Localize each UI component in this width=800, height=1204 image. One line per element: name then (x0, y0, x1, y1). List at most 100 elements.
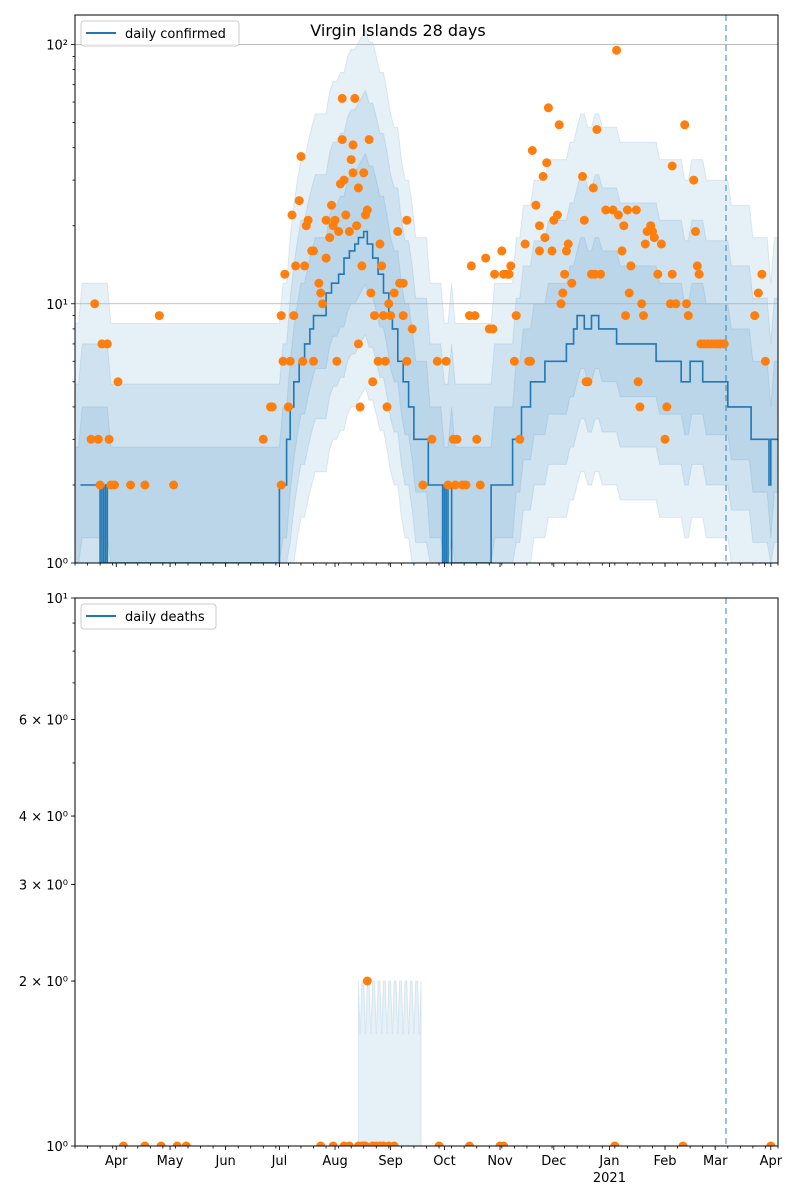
daily-confirmed-point (497, 246, 507, 256)
daily-confirmed-point (656, 239, 666, 249)
confirmed-line-layer (80, 230, 778, 563)
daily-confirmed-point (294, 196, 304, 206)
x-tick-label: Feb (654, 1154, 677, 1169)
daily-confirmed-point (366, 288, 376, 298)
daily-deaths-point (328, 1141, 338, 1146)
deaths-percentile-bands (357, 980, 422, 1146)
daily-confirmed-point (300, 261, 310, 271)
daily-confirmed-point (337, 135, 347, 145)
daily-confirmed-point (126, 480, 136, 490)
y-tick-label: 6 × 10⁰ (19, 714, 68, 729)
daily-confirmed-point (667, 161, 677, 171)
daily-confirmed-point (504, 269, 514, 279)
daily-confirmed-point (596, 269, 605, 279)
percentile-band (75, 28, 778, 563)
daily-confirmed-point (680, 120, 690, 130)
daily-confirmed-point (601, 205, 611, 215)
legend-label-confirmed: daily confirmed (125, 27, 226, 42)
x-year-label: 2021 (593, 1171, 626, 1186)
x-tick-label: Sep (378, 1154, 403, 1169)
daily-confirmed-point (637, 299, 647, 309)
daily-confirmed-point (592, 125, 602, 134)
daily-confirmed-point (95, 480, 105, 490)
daily-confirmed-point (357, 261, 367, 271)
daily-confirmed-point (418, 480, 428, 490)
y-tick-label: 3 × 10⁰ (19, 879, 68, 894)
daily-confirmed-point (621, 311, 631, 321)
daily-deaths-point (499, 1141, 509, 1146)
daily-confirmed-point (753, 288, 763, 298)
daily-confirmed-point (287, 210, 297, 220)
daily-confirmed-point (267, 402, 277, 412)
daily-confirmed-point (760, 356, 770, 366)
daily-confirmed-point (452, 434, 462, 444)
daily-confirmed-point (613, 210, 623, 220)
daily-confirmed-point (359, 168, 369, 178)
daily-confirmed-point (314, 278, 324, 288)
daily-confirmed-point (427, 434, 437, 444)
daily-confirmed-point (373, 356, 383, 366)
daily-confirmed-point (578, 171, 587, 181)
daily-confirmed-point (689, 175, 699, 185)
y-tick-label: 10² (46, 39, 68, 54)
x-tick-label: Oct (433, 1154, 455, 1169)
percentile-band (75, 152, 778, 563)
x-tick-label: Dec (541, 1154, 566, 1169)
daily-confirmed-point (298, 356, 308, 366)
daily-deaths-point (362, 976, 372, 986)
daily-confirmed-point (110, 480, 119, 490)
daily-confirmed-point (535, 221, 544, 231)
daily-confirmed-point (355, 402, 365, 412)
daily-confirmed-point (757, 269, 767, 279)
daily-deaths-point (172, 1141, 182, 1146)
daily-deaths-point (766, 1141, 776, 1146)
daily-confirmed-point (694, 269, 704, 279)
legend-box (80, 20, 240, 47)
daily-confirmed-point (285, 356, 295, 366)
daily-confirmed-point (341, 210, 351, 220)
daily-confirmed-point (344, 227, 354, 236)
daily-confirmed-point (380, 356, 390, 366)
daily-confirmed-point (750, 311, 760, 321)
daily-confirmed-point (506, 261, 516, 271)
daily-confirmed-point (561, 246, 571, 256)
daily-confirmed-point (556, 299, 566, 309)
daily-confirmed-point (660, 434, 670, 444)
daily-confirmed-point (296, 152, 306, 161)
daily-confirmed-point (511, 311, 521, 321)
deaths-legend: daily deaths (80, 603, 217, 630)
y-tick-label: 10⁰ (46, 557, 68, 572)
daily-confirmed-point (384, 299, 394, 309)
daily-confirmed-point (617, 246, 627, 256)
daily-deaths-point (465, 1141, 474, 1146)
daily-confirmed-point (719, 339, 729, 349)
daily-confirmed-point (649, 233, 659, 243)
deaths-x-ticks: Apr May Jun Jul Aug Sep Oct Nov Dec Jan Feb Mar Apr 2… (74, 1146, 783, 1186)
daily-confirmed-point (352, 221, 362, 231)
daily-confirmed-point (348, 140, 358, 150)
confirmed-x-ticks (74, 563, 779, 567)
x-tick-label: Jun (214, 1154, 235, 1169)
daily-confirmed-point (633, 377, 643, 387)
daily-confirmed-point (377, 261, 387, 271)
daily-confirmed-point (258, 434, 268, 444)
daily-confirmed-point (353, 339, 363, 349)
daily-confirmed-point (542, 158, 552, 168)
daily-deaths-point (678, 1141, 688, 1146)
daily-confirmed-point (653, 269, 663, 279)
legend-box (80, 603, 217, 630)
percentile-band (357, 980, 422, 1146)
daily-confirmed-point (348, 168, 358, 178)
daily-confirmed-point (552, 210, 562, 220)
daily-confirmed-point (382, 402, 392, 412)
daily-confirmed-point (488, 324, 498, 334)
x-tick-label: Apr (760, 1154, 783, 1169)
daily-deaths-point (361, 1141, 370, 1146)
x-tick-label: May (157, 1154, 184, 1169)
daily-deaths-point (181, 1141, 191, 1146)
daily-confirmed-point (316, 288, 326, 298)
daily-confirmed-point (554, 120, 564, 130)
